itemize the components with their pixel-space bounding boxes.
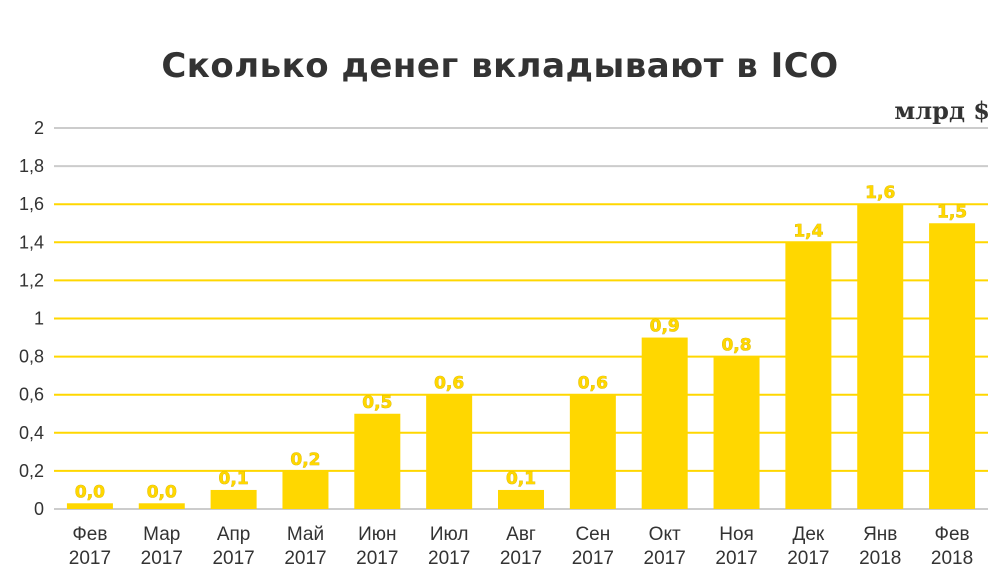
x-tick-label-month: Фев: [72, 524, 107, 545]
data-label: 1,5: [937, 202, 967, 222]
x-tick-label-year: 2018: [859, 548, 901, 569]
bar: [354, 413, 401, 509]
bar: [210, 489, 257, 509]
x-tick-label-month: Янв: [863, 524, 897, 545]
y-tick-label: 0,4: [19, 423, 44, 443]
x-tick-label-month: Ноя: [719, 524, 754, 545]
x-tick-label-year: 2017: [284, 548, 326, 569]
x-tick-label-month: Май: [287, 524, 324, 545]
y-tick-label: 2: [34, 118, 44, 138]
x-tick-label-year: 2017: [715, 548, 757, 569]
bar: [66, 503, 113, 509]
data-label: 0,0: [147, 482, 177, 502]
x-tick-label-month: Фев: [935, 524, 970, 545]
data-label: 0,8: [721, 336, 751, 356]
y-tick-label: 1,8: [19, 156, 44, 176]
x-tick-label-year: 2017: [141, 548, 183, 569]
data-label: 0,1: [506, 469, 536, 489]
x-tick-label-month: Окт: [649, 524, 681, 545]
bar: [282, 470, 329, 509]
data-label: 1,4: [793, 221, 823, 241]
bar: [857, 204, 904, 509]
data-labels: 0,0 0,0 0,1 0,2 0,5 0,6 0,1 0,6 0,9 0,8 1,4 1,6 1,5: [75, 183, 968, 503]
x-tick-label-month: Авг: [506, 524, 536, 545]
data-label: 0,2: [290, 450, 320, 470]
y-tick-label: 0,6: [19, 385, 44, 405]
bar: [785, 242, 832, 510]
x-tick-label-month: Июн: [358, 524, 396, 545]
x-tick-label-year: 2017: [787, 548, 829, 569]
bar: [929, 223, 976, 509]
x-tick-label-year: 2017: [644, 548, 686, 569]
data-label: 0,0: [75, 482, 105, 502]
x-tick-label-year: 2018: [931, 548, 973, 569]
bar: [569, 394, 616, 509]
x-tick-label-month: Апр: [217, 524, 251, 545]
data-label: 0,6: [578, 374, 608, 394]
bars: [66, 204, 976, 510]
chart-title: Сколько денег вкладывают в ICO: [161, 46, 839, 86]
data-label: 1,6: [865, 183, 895, 203]
x-tick-label-month: Мар: [143, 524, 180, 545]
x-tick-label-month: Дек: [793, 524, 825, 545]
x-axis-ticks: Фев 2017 Мар 2017 Апр 2017 Май 2017 Июн 2017 Июл 20…: [69, 524, 973, 569]
y-tick-label: 1,6: [19, 194, 44, 214]
x-tick-label-year: 2017: [500, 548, 542, 569]
x-tick-label-year: 2017: [428, 548, 470, 569]
y-tick-label: 0,2: [19, 461, 44, 481]
y-tick-label: 1,2: [19, 270, 44, 290]
data-label: 0,1: [219, 469, 249, 489]
grid-lines: [54, 127, 988, 510]
y-tick-label: 1: [34, 309, 44, 329]
x-tick-label-year: 2017: [212, 548, 254, 569]
bar: [498, 489, 544, 509]
x-tick-label-year: 2017: [69, 548, 111, 569]
x-tick-label-year: 2017: [572, 548, 614, 569]
bar: [426, 394, 473, 509]
bar: [713, 356, 760, 509]
data-label: 0,5: [362, 393, 392, 413]
y-axis-unit-label: млрд $: [894, 96, 990, 125]
data-label: 0,6: [434, 374, 464, 394]
x-tick-label-month: Сен: [575, 524, 610, 545]
x-tick-label-month: Июл: [430, 524, 469, 545]
bar: [641, 337, 688, 509]
x-tick-label-year: 2017: [356, 548, 398, 569]
bar: [138, 503, 185, 509]
y-axis-ticks: 0 0,2 0,4 0,6 0,8 1 1,2 1,4 1,6 1,8 2: [19, 118, 44, 519]
y-tick-label: 0: [34, 499, 44, 519]
y-tick-label: 0,8: [19, 347, 44, 367]
y-tick-label: 1,4: [19, 232, 44, 252]
data-label: 0,9: [650, 317, 680, 337]
